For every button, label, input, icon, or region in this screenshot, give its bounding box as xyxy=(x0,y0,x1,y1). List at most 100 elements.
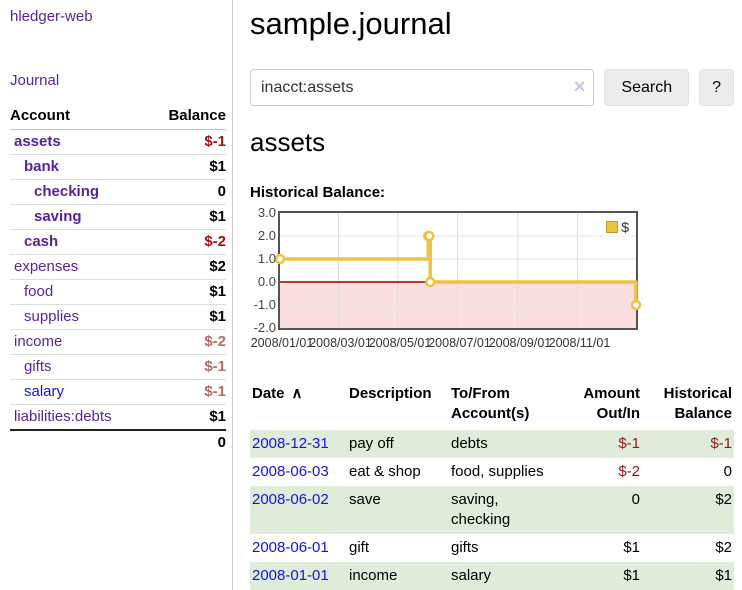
register-row: 2008-06-01 gift gifts $1 $2 xyxy=(250,534,734,562)
column-header-to-from-account-s-[interactable]: To/From Account(s) xyxy=(451,385,530,422)
account-row: income $-2 xyxy=(10,329,226,355)
search-button[interactable]: Search xyxy=(604,69,690,106)
x-axis-label: 2008/09/01 xyxy=(488,336,552,350)
brand-link[interactable]: hledger-web xyxy=(10,8,93,25)
account-row: assets $-1 xyxy=(10,129,226,155)
account-balance: $1 xyxy=(147,304,226,330)
account-link-bank[interactable]: bank xyxy=(24,158,60,175)
accounts-header-balance: Balance xyxy=(147,104,226,130)
transaction-balance: 0 xyxy=(723,463,732,480)
account-balance: $-1 xyxy=(147,354,226,380)
historical-balance-chart: 3.0 2.0 1.0 0.0 -1.0 -2.0 2008/01/01 2008/03/01… xyxy=(251,205,642,350)
account-link-income[interactable]: income xyxy=(14,333,63,350)
account-row: checking 0 xyxy=(10,179,226,205)
account-balance: 0 xyxy=(147,179,226,205)
account-balance: $1 xyxy=(147,154,226,180)
account-link-cash[interactable]: cash xyxy=(24,233,59,250)
accounts-total-value: 0 xyxy=(147,429,226,454)
account-row: saving $1 xyxy=(10,204,226,230)
transaction-date-link[interactable]: 2008-12-31 xyxy=(252,435,329,452)
x-axis-label: 2008/03/01 xyxy=(309,336,372,350)
transaction-amount: $-1 xyxy=(618,435,640,452)
register-row: 2008-01-01 income salary $1 $1 xyxy=(250,562,734,590)
register-row: 2008-06-03 eat & shop food, supplies $-2 0 xyxy=(250,458,734,486)
transaction-description: eat & shop xyxy=(349,463,421,480)
account-balance: $1 xyxy=(147,404,226,431)
y-axis-label: 1.0 xyxy=(257,251,276,266)
transaction-balance: $-1 xyxy=(710,435,732,452)
account-link-salary[interactable]: salary xyxy=(24,383,65,400)
x-axis-label: 2008/05/01 xyxy=(368,336,432,350)
account-heading: assets xyxy=(250,127,326,157)
account-row: food $1 xyxy=(10,279,226,305)
account-link-assets[interactable]: assets xyxy=(14,133,61,150)
account-link-supplies[interactable]: supplies xyxy=(24,308,80,325)
x-axis-label: 2008/11/01 xyxy=(548,336,611,350)
account-row: expenses $2 xyxy=(10,254,226,280)
account-row: salary $-1 xyxy=(10,379,226,405)
account-link-food[interactable]: food xyxy=(24,283,54,300)
y-axis-label: -2.0 xyxy=(253,320,276,335)
account-row: liabilities:debts $1 xyxy=(10,404,226,431)
account-balance: $-2 xyxy=(147,329,226,355)
account-link-saving[interactable]: saving xyxy=(34,208,82,225)
transaction-accounts: debts xyxy=(451,435,488,452)
account-link-liabilities-debts[interactable]: liabilities:debts xyxy=(14,408,112,425)
transaction-balance: $2 xyxy=(715,491,732,508)
transaction-accounts: salary xyxy=(451,567,492,584)
chart-plot-area: 3.0 2.0 1.0 0.0 -1.0 -2.0 2008/01/01 2008/03/01… xyxy=(251,205,642,350)
transaction-description: save xyxy=(349,491,381,508)
account-balance: $-1 xyxy=(147,379,226,405)
account-link-checking[interactable]: checking xyxy=(34,183,100,200)
account-link-gifts[interactable]: gifts xyxy=(24,358,52,375)
search-form: × Search ? xyxy=(250,69,734,106)
account-balance: $1 xyxy=(147,279,226,305)
data-point xyxy=(274,253,286,265)
transaction-balance: $1 xyxy=(715,567,732,584)
sidebar: hledger-web Journal Account Balance asse… xyxy=(0,0,233,590)
column-header-description[interactable]: Description xyxy=(349,385,432,402)
transaction-description: gift xyxy=(349,539,370,556)
transaction-description: income xyxy=(349,567,398,584)
register-row: 2008-06-02 save saving, checking 0 $2 xyxy=(250,486,734,534)
x-axis-label: 2008/01/01 xyxy=(250,336,314,350)
transaction-date-link[interactable]: 2008-01-01 xyxy=(252,567,329,584)
column-header-date[interactable]: Date ∧ xyxy=(252,385,303,402)
column-header-historical-balance[interactable]: Historical Balance xyxy=(663,385,732,422)
transaction-balance: $2 xyxy=(715,539,732,556)
chart-legend: $ xyxy=(604,218,631,236)
legend-swatch xyxy=(606,221,619,233)
account-balance: $-2 xyxy=(147,229,226,255)
accounts-table: Account Balance assets $-1 bank $1 checking 0… xyxy=(10,104,226,454)
help-button[interactable]: ? xyxy=(699,69,734,106)
sort-asc-icon: ∧ xyxy=(291,385,303,402)
search-input[interactable] xyxy=(250,69,595,106)
account-balance: $2 xyxy=(147,254,226,280)
data-point xyxy=(424,276,436,288)
account-link-expenses[interactable]: expenses xyxy=(14,258,79,275)
transaction-accounts: gifts xyxy=(451,539,479,556)
transaction-date-link[interactable]: 2008-06-03 xyxy=(252,463,329,480)
transaction-accounts: food, supplies xyxy=(451,463,544,480)
transaction-accounts: saving, checking xyxy=(451,491,511,528)
account-row: gifts $-1 xyxy=(10,354,226,380)
search-box: × xyxy=(250,69,595,106)
account-balance: $-1 xyxy=(147,129,226,155)
sidebar-item-journal[interactable]: Journal xyxy=(10,72,60,89)
legend-label: $ xyxy=(621,219,629,235)
y-axis-label: 2.0 xyxy=(257,228,276,243)
column-header-amount-out-in[interactable]: Amount Out/In xyxy=(583,385,640,422)
main-content: sample.journal × Search ? assets Histori… xyxy=(233,0,742,590)
accounts-header-account: Account xyxy=(10,104,148,130)
transaction-date-link[interactable]: 2008-06-01 xyxy=(252,539,329,556)
accounts-total-row: 0 xyxy=(10,429,226,454)
transaction-description: pay off xyxy=(349,435,394,452)
accounts-header-row: Account Balance xyxy=(10,104,226,130)
x-axis-label: 2008/07/01 xyxy=(428,336,491,350)
transaction-amount: $1 xyxy=(623,567,640,584)
register-row: 2008-12-31 pay off debts $-1 $-1 xyxy=(250,430,734,458)
account-balance: $1 xyxy=(147,204,226,230)
transaction-date-link[interactable]: 2008-06-02 xyxy=(252,491,329,508)
clear-search-icon[interactable]: × xyxy=(573,75,586,98)
